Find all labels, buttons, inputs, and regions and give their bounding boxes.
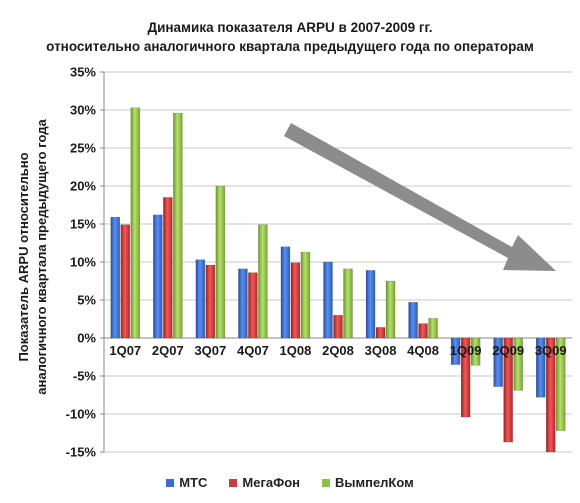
bar-4Q08-0 <box>408 302 418 339</box>
bar-3Q07-1 <box>205 264 216 339</box>
trend-arrow-icon <box>284 123 556 271</box>
y-axis-label-line2: аналогичного квартала предыдущего года <box>34 119 49 395</box>
legend-swatch-mts <box>166 478 175 487</box>
bar-1Q07-2 <box>130 107 141 339</box>
x-tick-label: 3Q09 <box>535 343 567 358</box>
bar-1Q09-0 <box>450 337 461 365</box>
bar-2Q08-2 <box>343 268 353 339</box>
bars <box>110 107 566 453</box>
y-tick-label: -5% <box>73 369 97 384</box>
x-tick-label: 3Q07 <box>194 343 226 358</box>
x-tick-label: 2Q08 <box>322 343 354 358</box>
y-tick-label: -10% <box>66 407 97 422</box>
y-tick-label: 30% <box>70 103 96 118</box>
legend-label-megafon: МегаФон <box>242 475 300 490</box>
chart-subtitle: относительно аналогичного квартала преды… <box>46 39 534 54</box>
bar-1Q09-1 <box>460 337 471 418</box>
bar-4Q07-1 <box>248 272 258 339</box>
x-tick-label: 3Q08 <box>365 343 397 358</box>
bar-2Q08-1 <box>333 314 343 339</box>
bar-2Q09-1 <box>503 337 513 443</box>
y-tick-label: -15% <box>66 445 97 460</box>
bar-3Q08-1 <box>375 327 386 339</box>
bar-1Q08-1 <box>290 262 301 339</box>
tick-labels: -15% -10% -5% 0% 5% 10% 15% 20% 25% 30% 35% 1Q07 2Q0… <box>66 65 567 460</box>
bar-1Q07-1 <box>120 224 131 339</box>
legend-item-megafon: МегаФон <box>229 475 300 490</box>
bar-2Q09-2 <box>513 337 523 391</box>
bar-1Q08-2 <box>300 251 311 339</box>
legend-label-beeline: ВымпелКом <box>334 475 414 490</box>
bar-2Q08-0 <box>323 261 333 339</box>
legend-swatch-beeline <box>321 478 330 487</box>
bar-4Q07-2 <box>258 224 268 339</box>
legend-label-mts: МТС <box>179 475 208 490</box>
bar-3Q08-2 <box>385 280 396 339</box>
y-tick-label: 25% <box>70 141 96 156</box>
chart-title: Динамика показателя ARPU в 2007-2009 гг. <box>147 20 433 35</box>
legend: МТС МегаФон ВымпелКом <box>0 475 580 490</box>
bar-2Q07-0 <box>153 214 163 339</box>
x-tick-label: 1Q09 <box>450 343 482 358</box>
bar-3Q09-2 <box>555 337 566 431</box>
bar-3Q09-0 <box>535 337 546 398</box>
bar-3Q09-1 <box>545 337 556 453</box>
bar-3Q07-0 <box>195 259 206 339</box>
gridlines <box>104 71 572 453</box>
bar-1Q09-2 <box>470 337 481 366</box>
y-tick-label: 20% <box>70 179 96 194</box>
bar-3Q07-2 <box>215 185 226 339</box>
x-tick-label: 1Q08 <box>280 343 312 358</box>
y-axis-label-line1: Показатель ARPU относительно <box>16 152 31 361</box>
bar-1Q07-0 <box>110 216 121 339</box>
x-tick-label: 1Q07 <box>109 343 141 358</box>
x-tick-label: 2Q07 <box>152 343 184 358</box>
y-tick-label: 35% <box>70 65 96 80</box>
bar-4Q08-2 <box>428 317 438 339</box>
legend-item-mts: МТС <box>166 475 207 490</box>
bar-2Q07-1 <box>163 197 173 339</box>
x-tick-label: 4Q07 <box>237 343 269 358</box>
y-tick-label: 0% <box>77 331 96 346</box>
bar-4Q08-1 <box>418 323 428 339</box>
y-tick-label: 15% <box>70 217 96 232</box>
bar-2Q09-0 <box>493 337 503 387</box>
bar-4Q07-0 <box>238 268 248 339</box>
legend-item-beeline: ВымпелКом <box>321 475 414 490</box>
legend-swatch-megafon <box>229 478 238 487</box>
y-tick-label: 10% <box>70 255 96 270</box>
x-tick-label: 2Q09 <box>492 343 524 358</box>
y-tick-label: 5% <box>77 293 96 308</box>
bar-1Q08-0 <box>280 246 291 339</box>
x-tick-label: 4Q08 <box>407 343 439 358</box>
bar-2Q07-2 <box>173 112 183 339</box>
bar-3Q08-0 <box>365 270 376 339</box>
